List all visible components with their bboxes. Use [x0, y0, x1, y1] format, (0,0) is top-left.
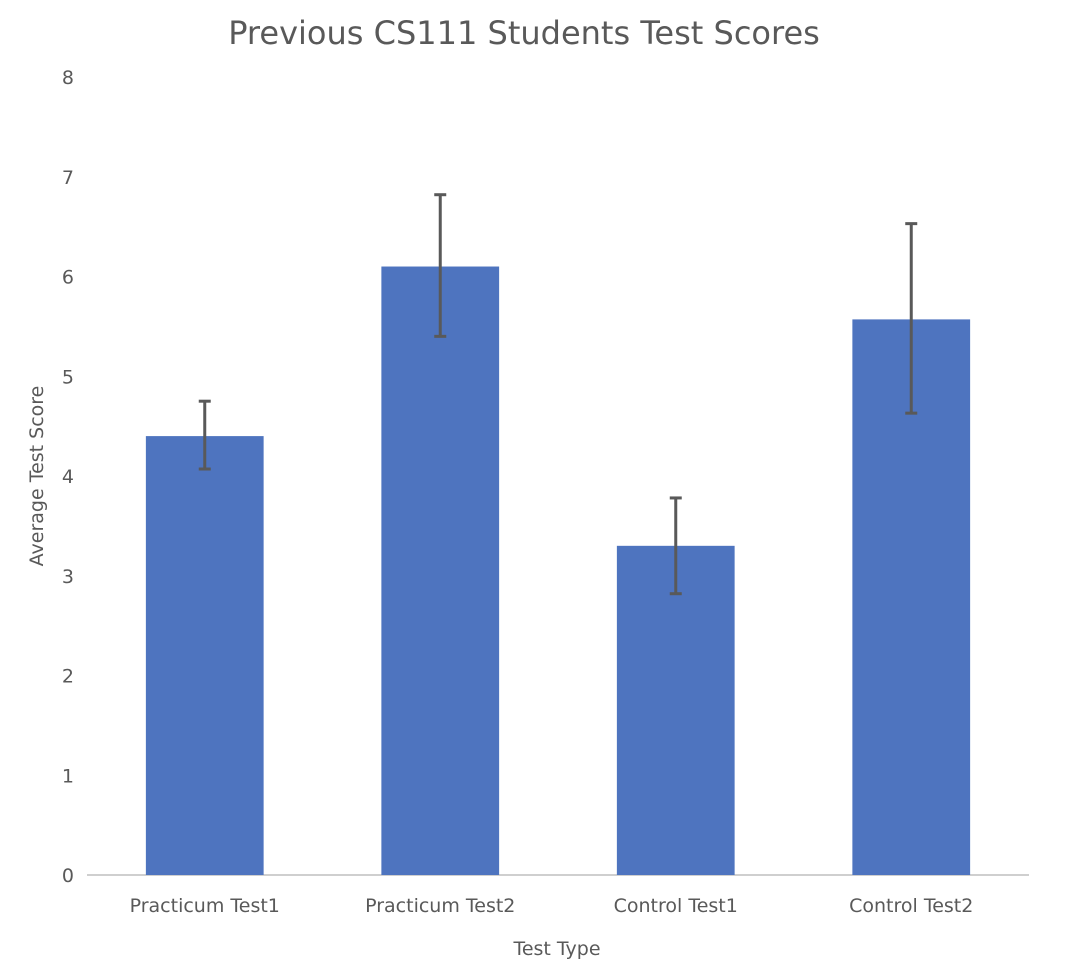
y-tick-label: 0 [62, 865, 74, 887]
bar [381, 266, 500, 875]
bars-group [145, 266, 971, 876]
y-tick-label: 6 [62, 267, 74, 289]
y-tick-label: 3 [62, 566, 74, 588]
y-tick-label: 7 [62, 167, 74, 189]
x-tick-label: Control Test1 [614, 895, 738, 917]
bar [145, 436, 264, 875]
x-axis-ticks: Practicum Test1 Practicum Test2 Control Te… [130, 895, 974, 917]
error-bars-group [198, 193, 918, 596]
y-axis-title: Average Test Score [26, 386, 48, 567]
bar [616, 545, 735, 875]
y-tick-label: 1 [62, 765, 74, 787]
y-tick-label: 5 [62, 366, 74, 388]
error-bar [434, 193, 447, 338]
error-bar [198, 399, 211, 471]
error-bar [905, 222, 918, 415]
x-axis-title: Test Type [512, 938, 600, 960]
y-axis-ticks: 0 1 2 3 4 5 6 7 8 [62, 67, 74, 887]
x-tick-label: Practicum Test2 [365, 895, 515, 917]
x-tick-label: Control Test2 [849, 895, 973, 917]
y-tick-label: 8 [62, 67, 74, 89]
chart-title: Previous CS111 Students Test Scores [228, 14, 820, 52]
y-tick-label: 4 [62, 466, 74, 488]
error-bar [669, 496, 682, 596]
x-tick-label: Practicum Test1 [130, 895, 280, 917]
y-tick-label: 2 [62, 666, 74, 688]
